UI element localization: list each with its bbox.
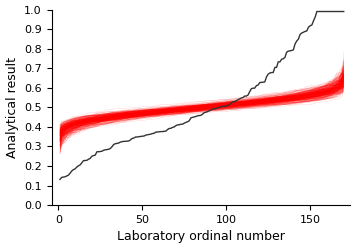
Y-axis label: Analytical result: Analytical result xyxy=(6,57,19,158)
X-axis label: Laboratory ordinal number: Laboratory ordinal number xyxy=(117,230,285,244)
